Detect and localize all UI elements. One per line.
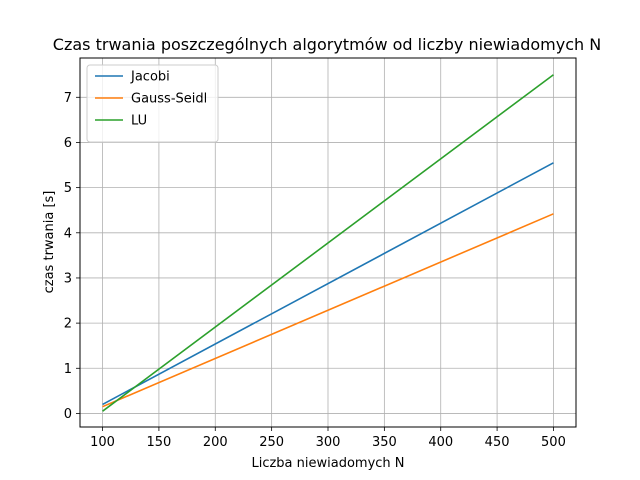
- grid: [80, 58, 576, 427]
- x-axis-label: Liczba niewiadomych N: [251, 456, 404, 471]
- y-tick-label: 0: [64, 407, 72, 422]
- x-tick-label: 400: [428, 435, 453, 450]
- series-line-gauss-seidl: [102, 213, 554, 408]
- legend-label: Jacobi: [130, 70, 170, 85]
- y-tick-label: 6: [64, 136, 72, 151]
- x-tick-label: 300: [316, 435, 341, 450]
- y-tick-label: 1: [64, 362, 72, 377]
- y-tick-label: 4: [64, 226, 72, 241]
- y-tick-label: 5: [64, 181, 72, 196]
- y-tick-label: 3: [64, 271, 72, 286]
- x-tick-label: 150: [146, 435, 171, 450]
- legend-box: [86, 64, 219, 143]
- legend: Jacobi Gauss-Seidl LU: [86, 64, 219, 143]
- series-line-jacobi: [102, 162, 554, 406]
- x-tick-label: 200: [203, 435, 228, 450]
- y-axis: 0 1 2 3 4 5 6 7: [64, 91, 80, 422]
- y-tick-label: 2: [64, 317, 72, 332]
- series-lines: [102, 74, 554, 412]
- x-tick-label: 500: [541, 435, 566, 450]
- x-tick-label: 450: [485, 435, 510, 450]
- x-axis: 100 150 200 250 300 350 400 450 500: [90, 427, 566, 450]
- y-axis-label: czas trwania [s]: [42, 191, 57, 294]
- x-tick-label: 250: [259, 435, 284, 450]
- x-tick-label: 100: [90, 435, 115, 450]
- x-tick-label: 350: [372, 435, 397, 450]
- legend-label: Gauss-Seidl: [131, 92, 207, 107]
- chart-title: Czas trwania poszczególnych algorytmów o…: [53, 35, 601, 54]
- y-tick-label: 7: [64, 91, 72, 106]
- legend-label: LU: [131, 114, 147, 129]
- series-line-lu: [102, 74, 554, 412]
